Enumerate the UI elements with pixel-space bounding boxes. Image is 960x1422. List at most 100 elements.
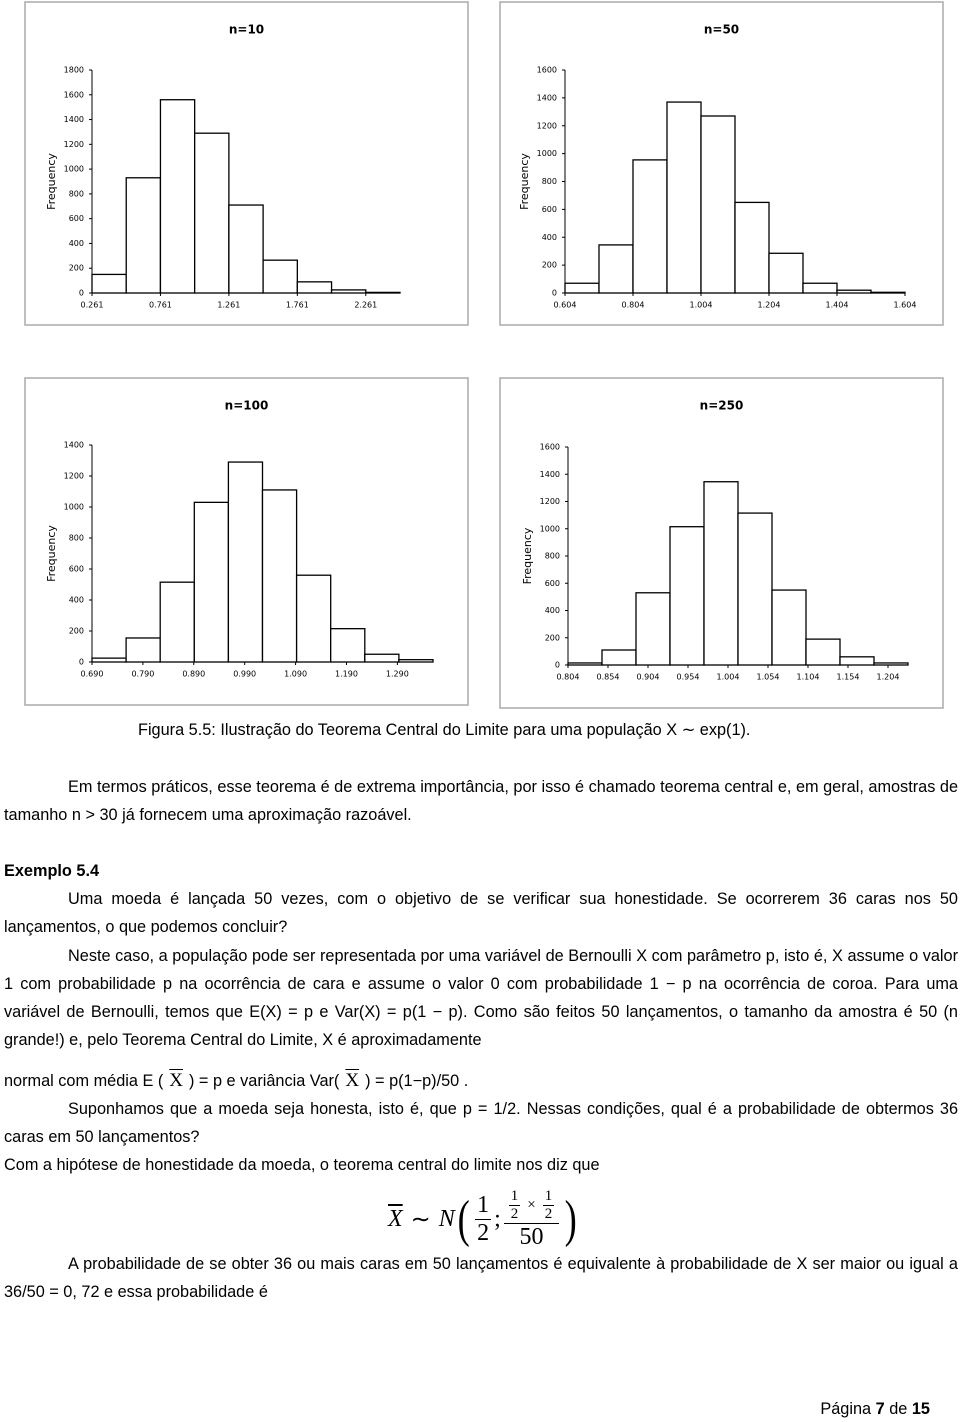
y-tick-label: 200: [69, 627, 84, 636]
bar: [666, 101, 702, 294]
x-tick-label: 0.604: [554, 301, 577, 310]
bar: [227, 461, 264, 663]
bar: [703, 481, 739, 666]
y-tick-label: 1000: [537, 149, 557, 158]
x-tick-label: 0.990: [233, 670, 256, 679]
y-tick-label: 200: [545, 633, 560, 642]
bar: [159, 581, 195, 663]
x-tick-label: 1.190: [335, 670, 358, 679]
bar: [737, 512, 773, 666]
y-tick-label: 400: [69, 239, 84, 248]
y-axis-label: Frequency: [521, 527, 534, 584]
separator: ;: [494, 1206, 501, 1232]
bar: [159, 99, 196, 294]
page-number: 7: [875, 1400, 885, 1418]
bar: [632, 159, 668, 294]
y-tick-label: 0: [79, 289, 84, 298]
x-tick-label: 2.261: [354, 301, 377, 310]
bar: [193, 501, 230, 663]
y-tick-label: 1200: [540, 497, 560, 506]
denominator: 2: [477, 1220, 490, 1246]
example-question: Uma moeda é lançada 50 vezes, com o obje…: [4, 890, 958, 936]
bar: [364, 653, 400, 663]
x-tick-label: 0.804: [622, 301, 645, 310]
bar: [564, 282, 600, 294]
example-title: Exemplo 5.4: [4, 862, 100, 880]
bar: [802, 282, 838, 294]
paragraph: Neste caso, a população pode ser represe…: [4, 947, 958, 1049]
x-tick-label: 1.404: [826, 301, 849, 310]
x-tick-label: 0.854: [597, 673, 620, 682]
paren: ): [564, 1191, 577, 1248]
y-tick-label: 600: [69, 565, 84, 574]
bar: [125, 637, 161, 663]
bar: [700, 115, 736, 294]
bar: [734, 201, 770, 294]
bar: [125, 177, 162, 294]
paragraph: Suponhamos que a moeda seja honesta, ist…: [4, 1100, 958, 1146]
bar: [771, 589, 807, 666]
y-tick-label: 0: [555, 661, 560, 670]
x-tick-label: 1.104: [797, 673, 820, 682]
page-total: 15: [911, 1400, 930, 1418]
y-tick-label: 1200: [64, 472, 84, 481]
y-tick-label: 1000: [540, 524, 560, 533]
formula-sim: ∼: [410, 1207, 431, 1233]
x-tick-label: 1.004: [690, 301, 713, 310]
denominator: 2: [510, 1206, 519, 1222]
y-tick-label: 600: [542, 205, 557, 214]
y-tick-label: 1600: [540, 443, 560, 452]
bar: [296, 281, 333, 294]
text: normal com média E (: [4, 1072, 164, 1090]
bar: [839, 656, 875, 666]
y-tick-label: 1200: [537, 121, 557, 130]
y-tick-label: 1000: [64, 165, 84, 174]
x-tick-label: 0.790: [131, 670, 154, 679]
charts: n=10 Frequency 0 200 400 600 800 1000 1200 1400 16…: [24, 1, 944, 709]
x-bar: X: [345, 1070, 360, 1091]
chart-title: n=10: [229, 23, 264, 37]
x-tick-label: 0.261: [81, 301, 104, 310]
y-axis-label: Frequency: [45, 525, 58, 582]
x-tick-label: 1.604: [894, 301, 917, 310]
y-tick-label: 1800: [64, 66, 84, 75]
y-tick-label: 1600: [64, 90, 84, 99]
y-tick-label: 1400: [64, 115, 84, 124]
times: ×: [527, 1197, 536, 1213]
paragraph: Com a hipótese de honestidade da moeda, …: [4, 1156, 600, 1174]
paren: (: [457, 1191, 470, 1248]
y-tick-label: 200: [69, 264, 84, 273]
bar: [669, 526, 705, 666]
y-tick-label: 0: [79, 658, 84, 667]
x-tick-label: 1.261: [217, 301, 240, 310]
y-tick-label: 800: [69, 189, 84, 198]
y-tick-label: 1200: [64, 140, 84, 149]
y-tick-label: 1000: [64, 503, 84, 512]
formula-dist: N: [438, 1206, 455, 1232]
y-tick-label: 200: [542, 261, 557, 270]
y-axis-label: Frequency: [45, 153, 58, 210]
bar: [768, 252, 804, 294]
y-tick-label: 0: [552, 289, 557, 298]
x-bar: X: [169, 1070, 183, 1091]
numerator: 1: [508, 1188, 521, 1206]
bar: [261, 489, 298, 663]
y-tick-label: 400: [69, 596, 84, 605]
x-tick-label: 0.804: [557, 673, 580, 682]
bar: [262, 259, 298, 294]
x-tick-label: 1.090: [284, 670, 307, 679]
bar: [635, 592, 671, 666]
x-tick-label: 1.761: [286, 301, 309, 310]
footer-text: de: [889, 1400, 908, 1418]
bar: [91, 657, 127, 663]
x-tick-label: 0.761: [149, 301, 172, 310]
y-tick-label: 600: [545, 579, 560, 588]
bar: [228, 204, 264, 294]
